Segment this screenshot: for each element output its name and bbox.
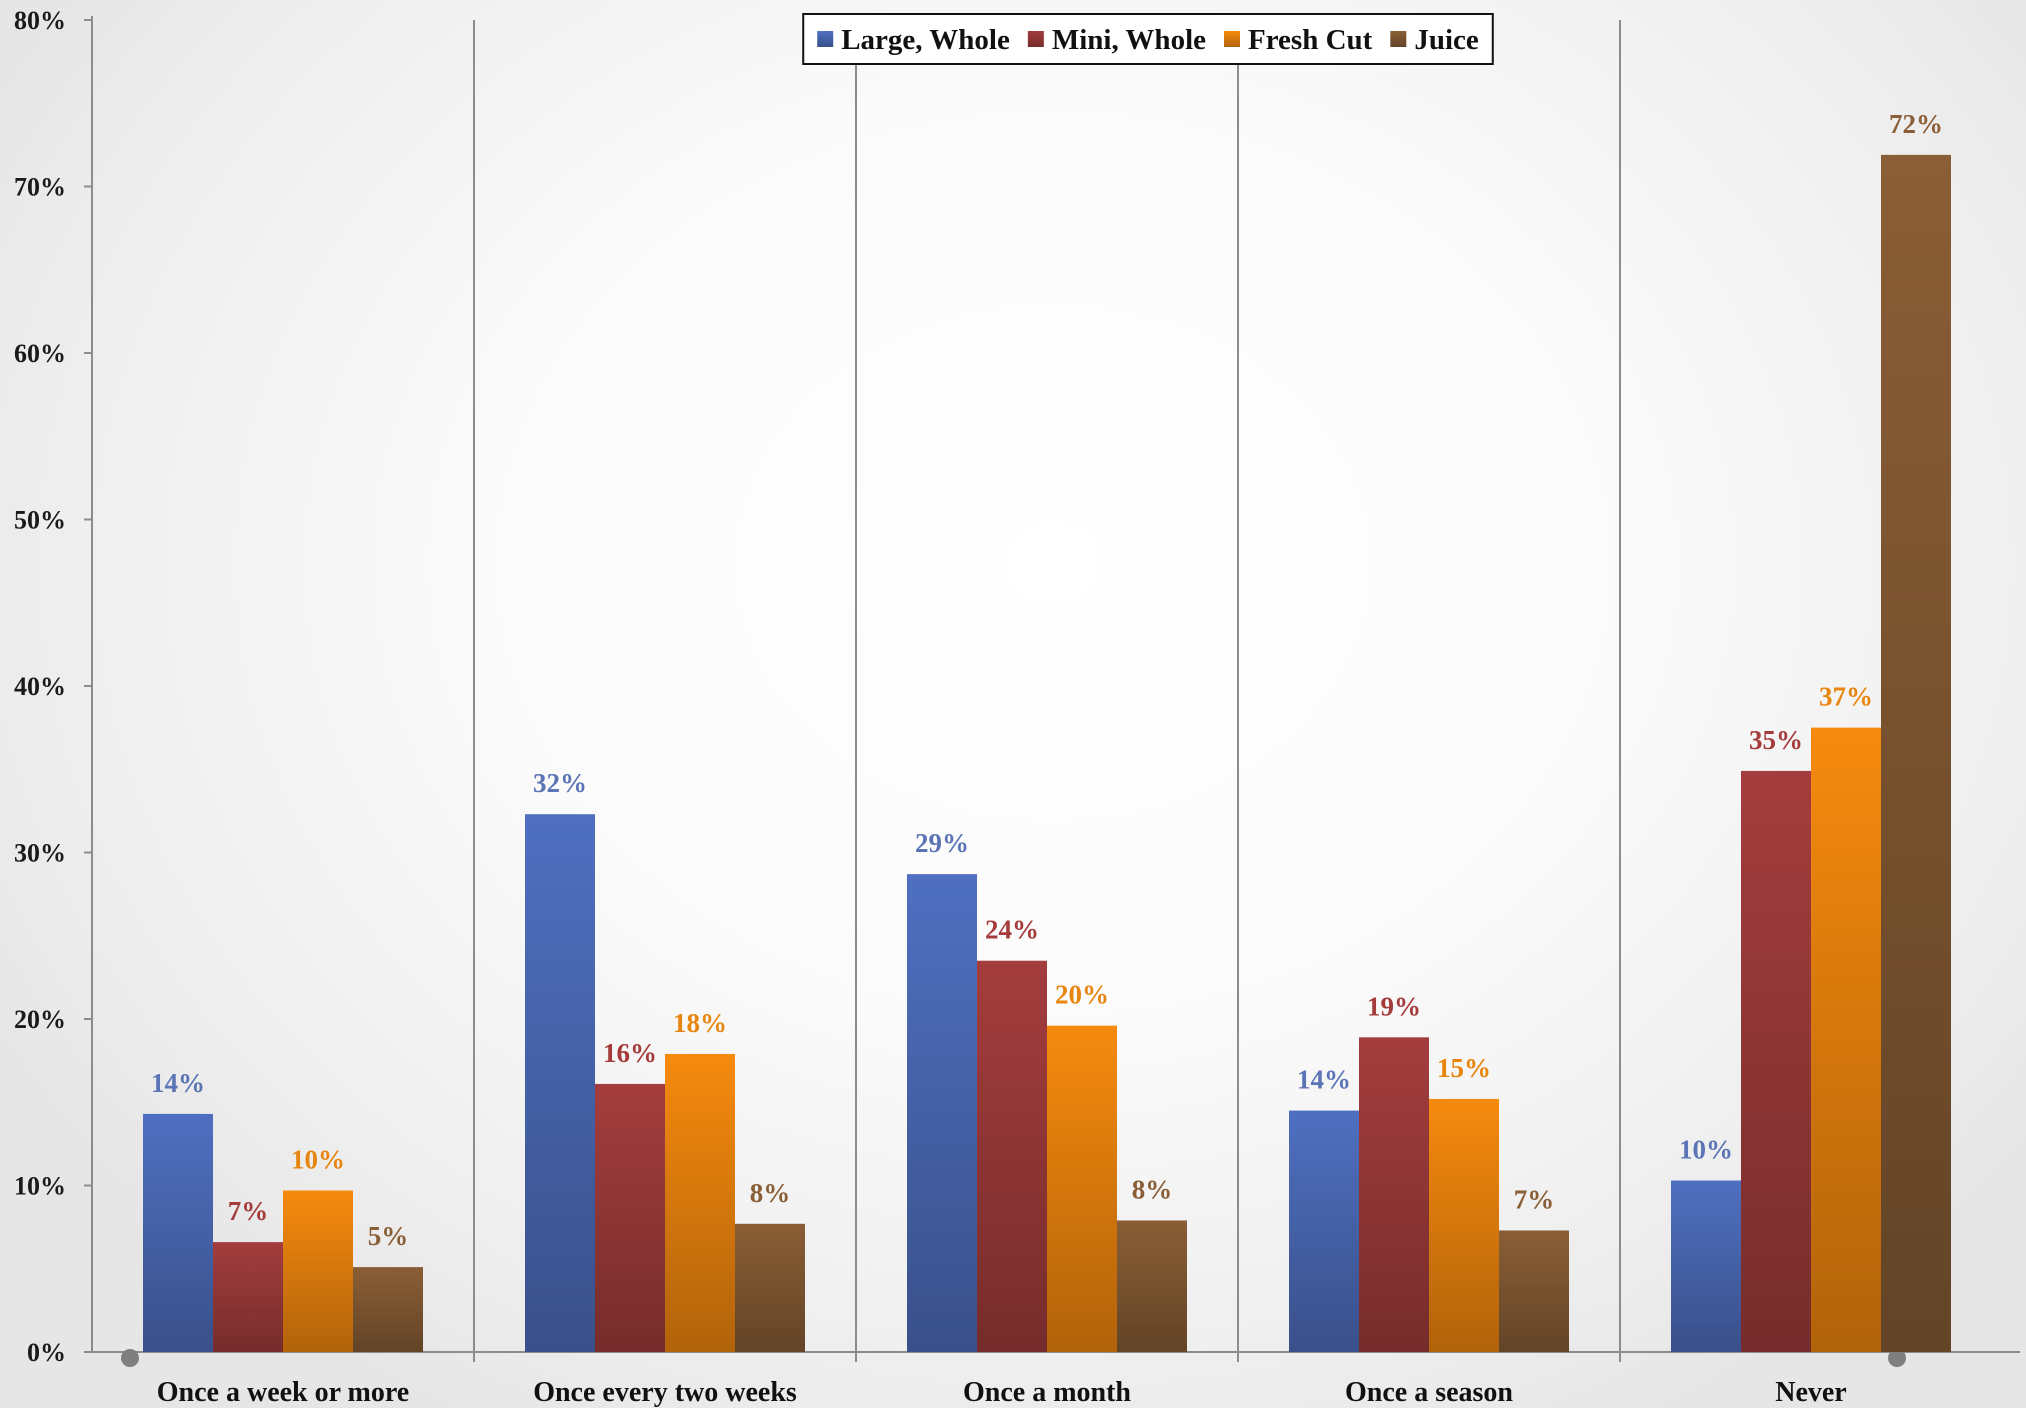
legend-label: Juice <box>1414 24 1479 56</box>
x-axis: Once a week or more Once every two weeks O… <box>92 1349 2020 1408</box>
data-label: 29% <box>915 828 969 858</box>
data-label: 14% <box>151 1068 205 1098</box>
data-label: 10% <box>1679 1135 1733 1165</box>
bars <box>143 154 1951 1353</box>
bar <box>353 1267 423 1352</box>
bar <box>1811 727 1881 1352</box>
bar <box>1671 1180 1741 1352</box>
bar <box>907 874 977 1352</box>
bar <box>525 814 595 1352</box>
bar <box>1047 1025 1117 1352</box>
data-label: 37% <box>1819 682 1873 712</box>
legend-swatch <box>1027 31 1044 47</box>
x-category-label: Once a month <box>963 1377 1131 1408</box>
y-tick-label: 50% <box>14 506 66 535</box>
data-label: 24% <box>985 915 1039 945</box>
bar <box>735 1223 805 1352</box>
category-separators <box>473 20 1621 1362</box>
bar <box>283 1190 353 1352</box>
data-labels: 14% 7% 10% 5% 32% 16% 18% 8% 29% 24% 20% 8% 14% 19% 15… <box>151 109 1943 1251</box>
data-label: 16% <box>603 1038 657 1068</box>
bar <box>1741 770 1811 1352</box>
x-category-label: Once a week or more <box>157 1377 409 1408</box>
bar <box>977 960 1047 1352</box>
legend-swatch <box>1390 31 1407 47</box>
bar <box>1289 1110 1359 1352</box>
y-tick-label: 30% <box>14 839 66 868</box>
x-category-label: Once a season <box>1345 1377 1513 1408</box>
bar <box>665 1053 735 1352</box>
bar <box>1117 1220 1187 1352</box>
bar <box>1359 1037 1429 1352</box>
legend-swatch <box>817 31 834 47</box>
data-label: 20% <box>1055 980 1109 1010</box>
x-category-label: Never <box>1775 1377 1847 1408</box>
y-tick-label: 60% <box>14 339 66 368</box>
data-label: 8% <box>1132 1174 1173 1204</box>
legend-label: Mini, Whole <box>1052 24 1206 56</box>
bar <box>595 1083 665 1352</box>
data-label: 15% <box>1437 1053 1491 1083</box>
y-tick-label: 20% <box>14 1005 66 1034</box>
axis-dot-right <box>1888 1349 1906 1367</box>
y-tick-label: 80% <box>14 6 66 35</box>
data-label: 32% <box>533 768 587 798</box>
data-label: 7% <box>228 1196 269 1226</box>
bar <box>1429 1098 1499 1352</box>
legend-label: Fresh Cut <box>1248 24 1373 56</box>
legend-box <box>802 13 1494 65</box>
y-tick-label: 10% <box>14 1172 66 1201</box>
bar <box>213 1242 283 1352</box>
data-label: 72% <box>1889 109 1943 139</box>
data-label: 8% <box>750 1178 791 1208</box>
data-label: 19% <box>1367 991 1421 1021</box>
bar <box>143 1113 213 1352</box>
data-label: 18% <box>673 1008 727 1038</box>
legend: Large, Whole Mini, Whole Fresh Cut Juice <box>802 13 1494 65</box>
legend-swatch <box>1224 31 1241 47</box>
data-label: 10% <box>291 1144 345 1174</box>
bar <box>1499 1230 1569 1352</box>
y-axis: 0% 10% 20% 30% 40% 50% 60% 70% 80% <box>14 6 93 1367</box>
y-tick-label: 0% <box>27 1338 66 1367</box>
data-label: 5% <box>368 1221 409 1251</box>
x-category-label: Once every two weeks <box>533 1377 797 1408</box>
data-label: 35% <box>1749 725 1803 755</box>
axis-dot-left <box>121 1349 139 1367</box>
data-label: 14% <box>1297 1065 1351 1095</box>
y-tick-label: 40% <box>14 672 66 701</box>
legend-label: Large, Whole <box>841 24 1010 56</box>
bar <box>1881 154 1951 1353</box>
y-tick-label: 70% <box>14 173 66 202</box>
data-label: 7% <box>1514 1184 1555 1214</box>
